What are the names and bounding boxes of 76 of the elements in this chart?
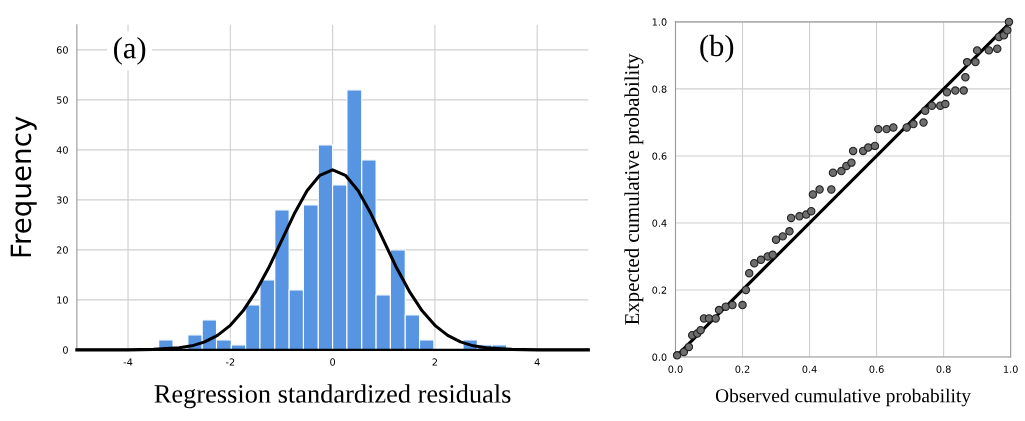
y-tick-label: 0.0 xyxy=(652,353,667,361)
x-tick-label: 2 xyxy=(432,358,438,366)
y-tick-label: 0 xyxy=(63,346,68,354)
point xyxy=(961,72,970,82)
y-tick-label: 60 xyxy=(56,46,68,54)
x-tick-label: 0.8 xyxy=(936,365,951,373)
x-tick-label: 0.2 xyxy=(735,365,750,373)
point xyxy=(778,232,787,241)
annotation: (a) xyxy=(114,36,146,65)
point xyxy=(959,86,968,95)
x-tick-label: 0.6 xyxy=(869,365,884,373)
y-tick-label: 0.8 xyxy=(652,85,667,93)
point xyxy=(750,258,759,268)
x-tick-label: 1.0 xyxy=(1003,365,1018,373)
point xyxy=(756,255,766,265)
point xyxy=(738,300,747,310)
point xyxy=(711,314,720,323)
point xyxy=(919,118,928,127)
y-tick-label: 0.4 xyxy=(652,219,667,227)
x-axis-title: Observed cumulative probability xyxy=(715,388,971,407)
point xyxy=(993,44,1002,53)
x-tick-label: 0.0 xyxy=(668,365,683,373)
point xyxy=(962,57,972,67)
y-tick-label: 40 xyxy=(56,146,68,154)
x-axis-title: Regression standardized residuals xyxy=(154,384,511,409)
point xyxy=(808,190,818,199)
x-tick-label: 0 xyxy=(330,358,336,366)
point xyxy=(744,268,754,278)
point xyxy=(951,86,960,95)
y-tick-label: 10 xyxy=(57,296,68,304)
point xyxy=(847,158,856,167)
point xyxy=(684,342,694,352)
point xyxy=(786,213,796,223)
point xyxy=(696,325,705,335)
point xyxy=(827,185,836,194)
point xyxy=(714,305,724,315)
point xyxy=(785,227,794,236)
point xyxy=(672,351,682,360)
point xyxy=(1003,26,1012,35)
y-axis-title: Frequency xyxy=(10,116,37,257)
point xyxy=(848,146,858,156)
point xyxy=(941,99,950,109)
y-tick-label: 0.6 xyxy=(652,152,667,160)
point xyxy=(704,314,714,323)
point xyxy=(874,124,883,134)
y-axis-title: Expected cumulative probability xyxy=(624,53,644,325)
y-tick-label: 0.2 xyxy=(652,286,667,294)
y-tick-label: 30 xyxy=(56,196,68,204)
y-tick-label: 50 xyxy=(56,96,68,104)
point xyxy=(828,168,838,177)
point xyxy=(870,141,880,151)
point xyxy=(806,207,816,216)
point xyxy=(741,285,751,295)
point xyxy=(837,166,846,176)
point xyxy=(972,46,982,55)
point xyxy=(768,250,777,260)
point xyxy=(927,101,937,110)
point xyxy=(971,57,980,67)
y-tick-label: 20 xyxy=(56,246,68,254)
x-tick-label: 0.4 xyxy=(802,365,817,373)
y-tick-label: 1.0 xyxy=(652,18,667,26)
annotation: (b) xyxy=(700,34,734,63)
point xyxy=(771,235,781,244)
point xyxy=(942,88,952,97)
point xyxy=(1004,17,1014,27)
point xyxy=(920,106,930,115)
point xyxy=(902,123,911,132)
x-tick-label: -2 xyxy=(225,358,235,366)
point xyxy=(815,185,824,194)
point xyxy=(863,143,873,152)
point xyxy=(984,46,994,55)
point xyxy=(728,300,737,310)
point xyxy=(889,123,898,132)
x-tick-label: -4 xyxy=(123,358,133,366)
x-tick-label: 4 xyxy=(534,358,540,366)
point xyxy=(909,119,918,129)
